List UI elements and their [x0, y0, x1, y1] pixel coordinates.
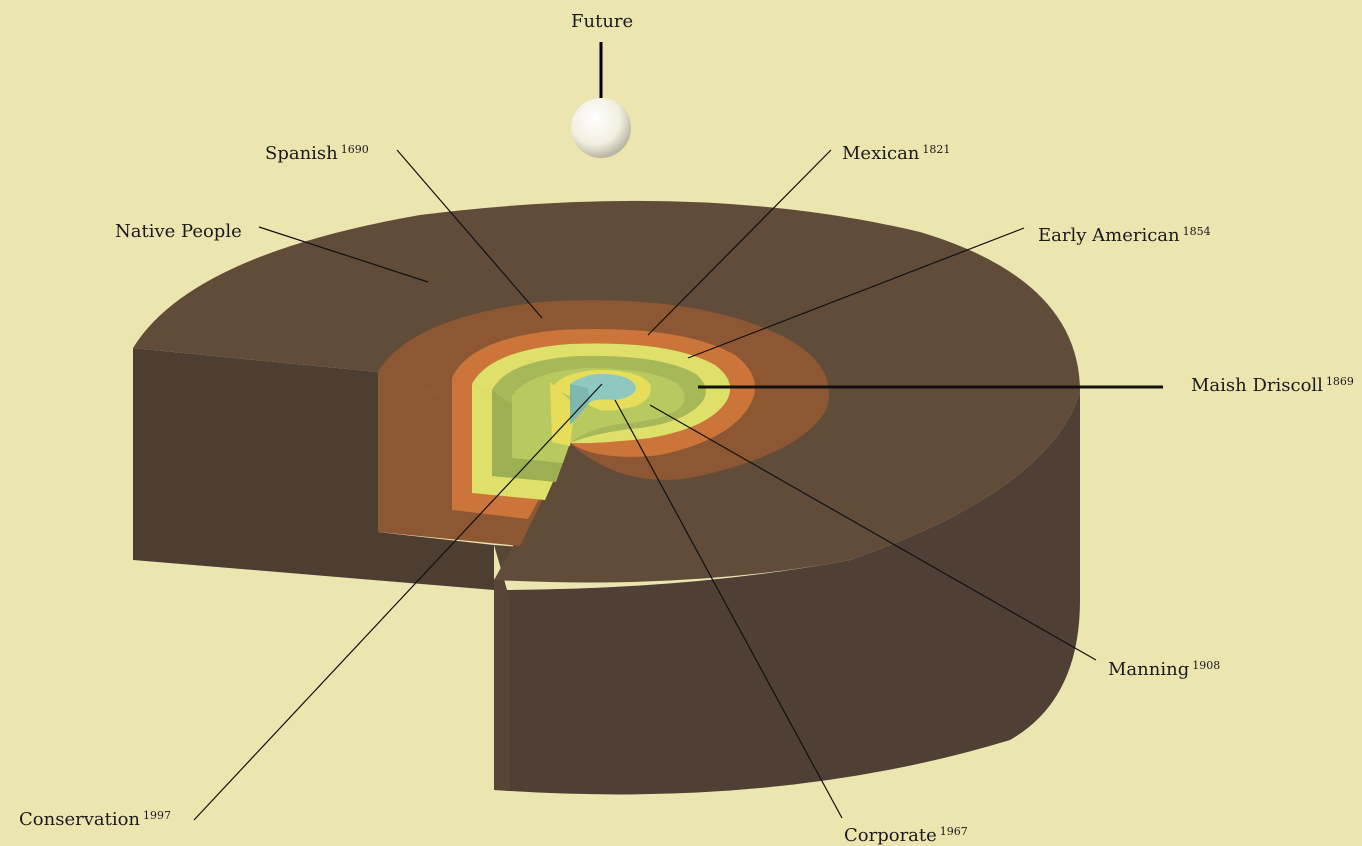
label-mexican: Mexican 1821	[842, 139, 950, 165]
native-outer-side-wall	[494, 392, 1080, 795]
native-cut-face-front	[494, 545, 520, 790]
label-maish-driscoll: Maish Driscoll 1869	[1191, 371, 1354, 397]
conservation-inner-wall	[570, 384, 590, 425]
manning-leader	[649, 404, 1097, 661]
native-cut-face-back	[133, 348, 494, 590]
label-early-american-year: 1854	[1182, 225, 1211, 238]
label-spanish-text: Spanish	[265, 143, 338, 164]
label-corporate: Corporate 1967	[844, 821, 968, 846]
label-native-people-text: Native People	[115, 221, 242, 242]
label-future: Future	[571, 11, 633, 33]
label-corporate-text: Corporate	[844, 825, 937, 846]
early-american-leader	[687, 227, 1025, 359]
conservation-core	[570, 373, 636, 425]
native-people-leader	[258, 226, 429, 283]
label-maish-driscoll-year: 1869	[1325, 375, 1354, 388]
mexican-leader	[647, 149, 832, 336]
label-early-american: Early American 1854	[1038, 221, 1211, 247]
label-mexican-year: 1821	[922, 143, 951, 156]
label-future-text: Future	[571, 11, 634, 32]
label-conservation-text: Conservation	[19, 809, 141, 830]
label-corporate-year: 1967	[939, 825, 968, 838]
label-manning-year: 1908	[1192, 659, 1221, 672]
label-conservation: Conservation 1997	[19, 805, 171, 831]
corporate-side-wall	[550, 382, 575, 446]
label-mexican-text: Mexican	[842, 143, 920, 164]
label-early-american-text: Early American	[1038, 225, 1180, 246]
label-conservation-year: 1997	[143, 809, 172, 822]
corporate-leader	[614, 399, 843, 819]
label-spanish: Spanish 1690	[265, 139, 369, 165]
label-native-people: Native People	[115, 221, 242, 243]
label-spanish-year: 1690	[340, 143, 369, 156]
manning-side-wall	[512, 396, 570, 463]
label-maish-driscoll-text: Maish Driscoll	[1191, 375, 1323, 396]
conservation-leader	[193, 383, 603, 821]
future-sphere	[571, 98, 631, 158]
spanish-leader	[396, 149, 543, 319]
label-manning: Manning 1908	[1108, 655, 1220, 681]
label-manning-text: Manning	[1108, 659, 1190, 680]
